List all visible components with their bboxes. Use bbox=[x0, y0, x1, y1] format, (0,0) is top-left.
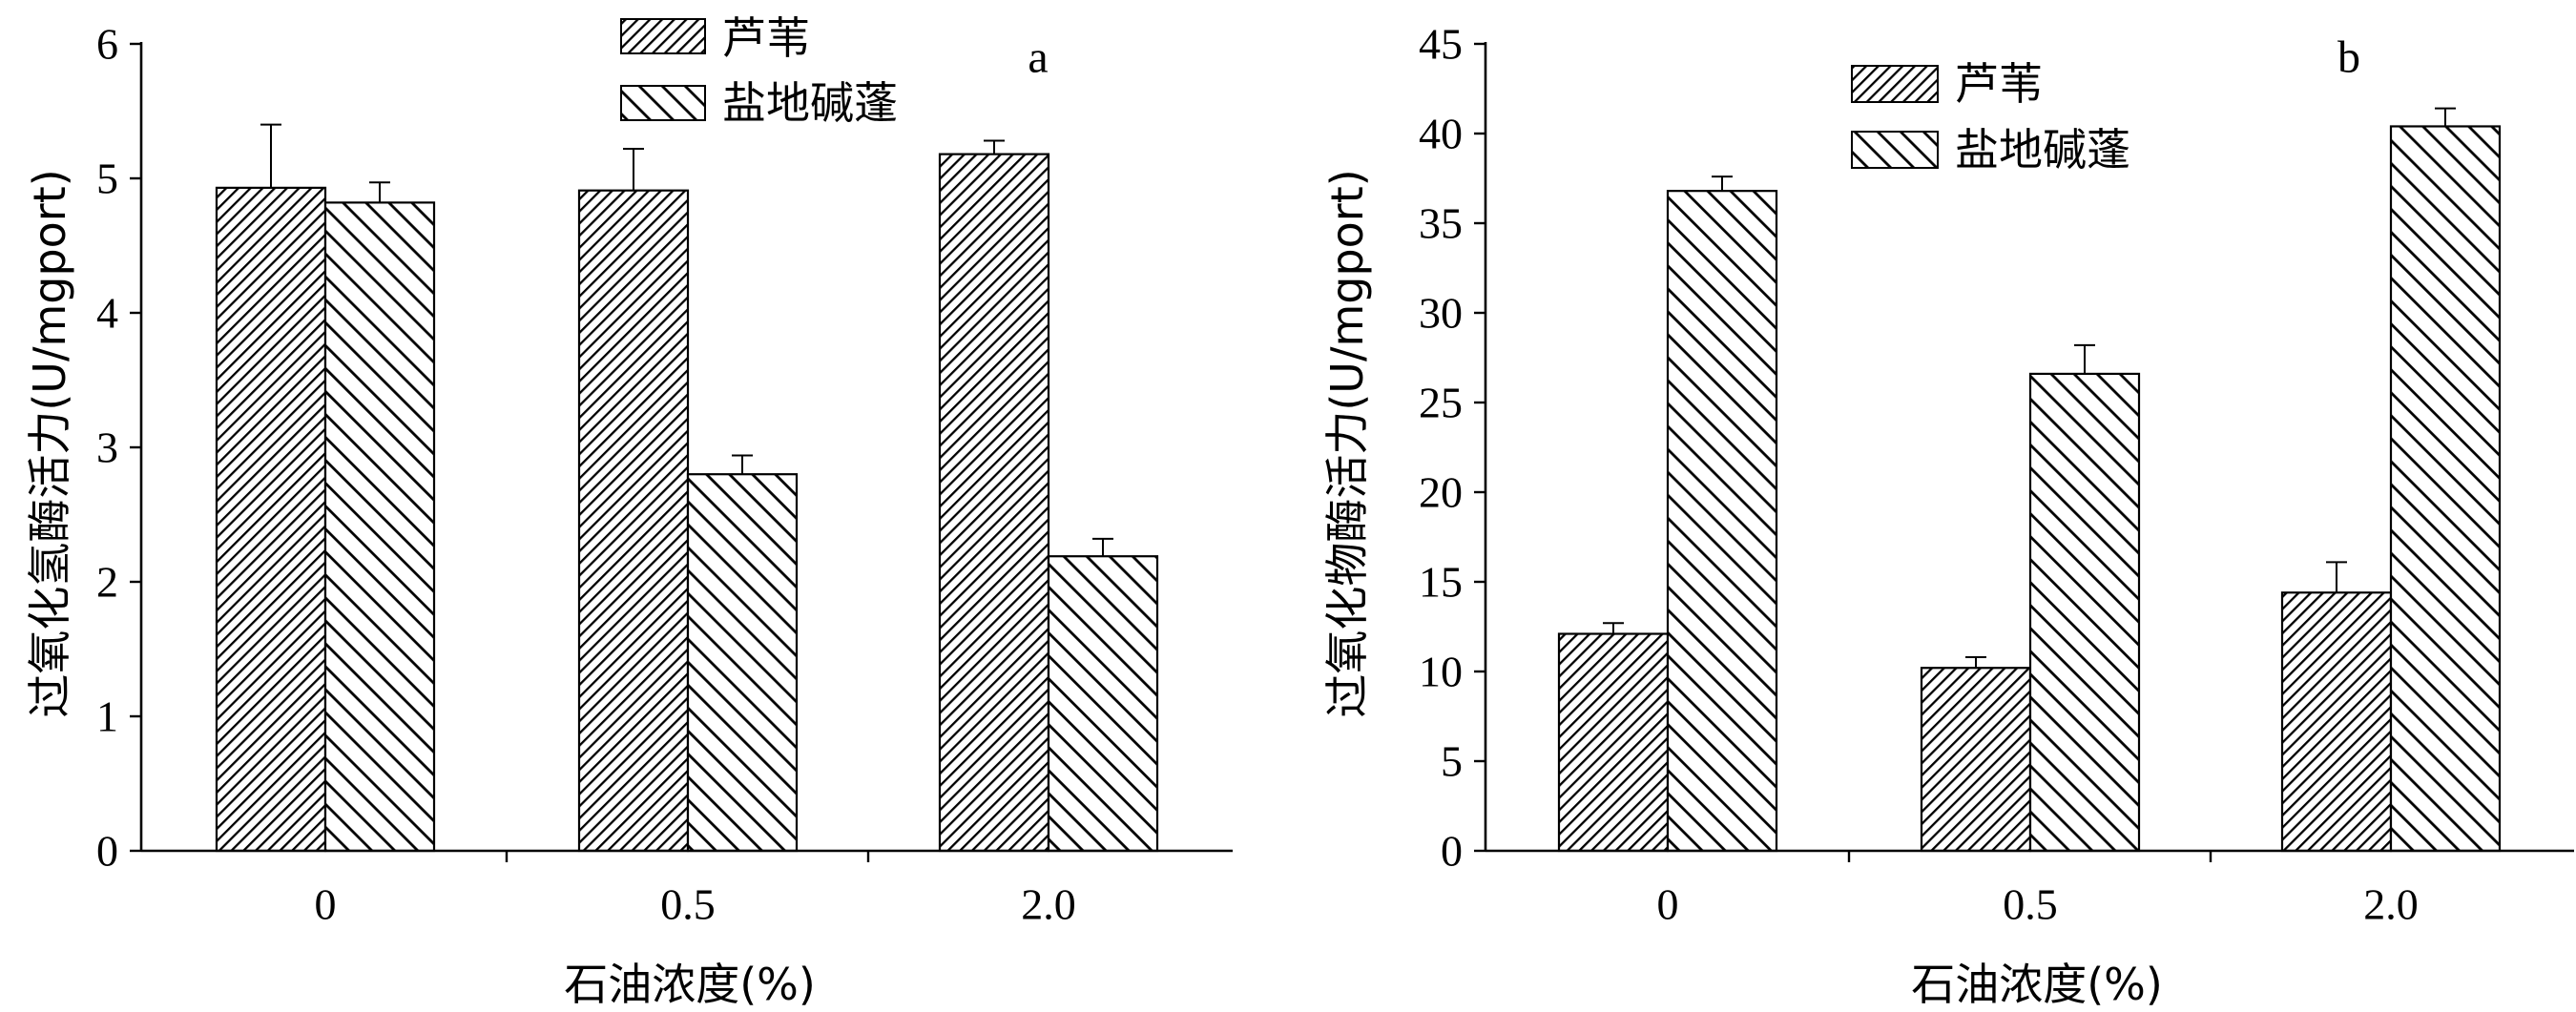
chart-a-bar-s0-c1 bbox=[577, 189, 690, 853]
chart-a-bars bbox=[215, 153, 1159, 853]
legend-swatch-reed bbox=[620, 18, 706, 54]
chart-b-error-bar-s1-c1 bbox=[2074, 343, 2095, 374]
chart-a-bar-s0-c2 bbox=[938, 153, 1050, 853]
chart-b-y-tick-label: 30 bbox=[1419, 289, 1463, 338]
chart-b-bar-s1-c0 bbox=[1666, 190, 1778, 853]
chart-a-y-tick-label: 0 bbox=[96, 827, 118, 876]
chart-b-y-tick-label: 25 bbox=[1419, 379, 1463, 427]
chart-a-y-tick-label: 4 bbox=[96, 289, 118, 338]
panel-label-b: b bbox=[2337, 32, 2360, 83]
chart-b-x-ticks: 0 0.5 2.0 bbox=[1657, 851, 2419, 929]
chart-a-y-ticks: 0 1 2 3 4 5 6 bbox=[96, 20, 141, 876]
chart-a-x-ticks: 0 0.5 2.0 bbox=[315, 851, 1076, 929]
chart-a-y-tick-label: 6 bbox=[96, 20, 118, 69]
chart-b-x-tick-label: 0.5 bbox=[2003, 880, 2058, 929]
chart-b-y-tick-label: 10 bbox=[1419, 648, 1463, 696]
legend-swatch-suaeda bbox=[620, 85, 706, 121]
chart-b-y-tick-label: 35 bbox=[1419, 199, 1463, 248]
chart-a-error-bar-s1-c1 bbox=[732, 454, 753, 475]
chart-b-y-tick-label: 40 bbox=[1419, 110, 1463, 158]
chart-a-x-tick-label: 0 bbox=[315, 880, 337, 929]
chart-a-y-tick-label: 2 bbox=[96, 558, 118, 607]
chart-a-error-bar-s1-c2 bbox=[1092, 537, 1113, 557]
chart-b-x-axis-title: 石油浓度(%) bbox=[1911, 959, 2163, 1010]
chart-a-y-tick-label: 1 bbox=[96, 692, 118, 741]
chart-b-y-tick-label: 0 bbox=[1441, 827, 1463, 876]
chart-a-y-axis-title: 过氧化氢酶活力(U/mgport) bbox=[24, 169, 75, 717]
chart-b-error-bar-s0-c0 bbox=[1603, 622, 1624, 634]
chart-a: 0 1 2 3 4 5 6 0 0.5 2.0 芦苇 盐地碱蓬 a 石油浓度(%) 过氧化氢酶活… bbox=[24, 12, 1233, 1010]
chart-a-bar-s1-c2 bbox=[1047, 555, 1159, 853]
panel-label-a: a bbox=[1028, 32, 1048, 83]
chart-a-bar-s0-c0 bbox=[215, 186, 327, 853]
chart-b-y-tick-label: 45 bbox=[1419, 20, 1463, 69]
chart-b-bar-s0-c0 bbox=[1557, 632, 1670, 853]
chart-b-axes bbox=[1484, 42, 2574, 853]
chart-a-x-axis-title: 石油浓度(%) bbox=[564, 959, 816, 1010]
chart-b-error-bar-s1-c2 bbox=[2435, 107, 2456, 127]
chart-a-x-tick-label: 0.5 bbox=[660, 880, 716, 929]
chart-b-error-bar-s0-c1 bbox=[1965, 655, 1986, 669]
chart-a-y-tick-label: 5 bbox=[96, 155, 118, 203]
chart-b-y-axis-title: 过氧化物酶活力(U/mgport) bbox=[1321, 169, 1373, 717]
chart-a-error-bar-s0-c1 bbox=[623, 147, 644, 191]
chart-b-x-tick-label: 2.0 bbox=[2363, 880, 2419, 929]
chart-b-y-ticks: 0 5 10 15 20 25 30 35 40 45 bbox=[1419, 20, 1485, 876]
chart-b-bars bbox=[1557, 125, 2502, 853]
legend-label-reed: 芦苇 bbox=[1955, 58, 2043, 110]
chart-a-error-bar-s0-c2 bbox=[984, 139, 1005, 155]
legend-label-suaeda: 盐地碱蓬 bbox=[722, 77, 898, 129]
chart-a-bar-s1-c0 bbox=[323, 201, 436, 853]
chart-a-x-tick-label: 2.0 bbox=[1021, 880, 1076, 929]
chart-b-bar-s0-c2 bbox=[2280, 591, 2393, 853]
chart-b-error-bar-s1-c0 bbox=[1712, 176, 1733, 192]
chart-a-y-tick-label: 3 bbox=[96, 423, 118, 472]
legend-swatch-reed bbox=[1851, 65, 1939, 103]
chart-b-x-tick-label: 0 bbox=[1657, 880, 1679, 929]
legend-label-suaeda: 盐地碱蓬 bbox=[1955, 124, 2130, 176]
chart-a-error-bars bbox=[260, 123, 1113, 557]
legend-label-reed: 芦苇 bbox=[722, 12, 810, 64]
chart-a-error-bar-s1-c0 bbox=[369, 181, 390, 203]
chart-b-y-tick-label: 5 bbox=[1441, 737, 1463, 786]
legend-swatch-suaeda bbox=[1851, 131, 1939, 169]
chart-b-y-tick-label: 20 bbox=[1419, 468, 1463, 517]
chart-b-bar-s0-c1 bbox=[1920, 667, 2032, 853]
chart-b-bar-s1-c1 bbox=[2028, 372, 2141, 853]
chart-a-legend: 芦苇 盐地碱蓬 bbox=[620, 12, 898, 129]
chart-b-error-bars bbox=[1603, 107, 2456, 669]
chart-b: 0 5 10 15 20 25 30 35 40 45 0 0.5 2.0 芦苇 盐地碱蓬 b 石油浓… bbox=[1321, 20, 2574, 1010]
chart-b-error-bar-s0-c2 bbox=[2326, 561, 2347, 593]
chart-a-error-bar-s0-c0 bbox=[260, 123, 281, 188]
chart-b-legend: 芦苇 盐地碱蓬 bbox=[1851, 58, 2130, 176]
chart-b-y-tick-label: 15 bbox=[1419, 558, 1463, 607]
chart-a-bar-s1-c1 bbox=[686, 473, 799, 853]
chart-b-bar-s1-c2 bbox=[2389, 125, 2502, 853]
